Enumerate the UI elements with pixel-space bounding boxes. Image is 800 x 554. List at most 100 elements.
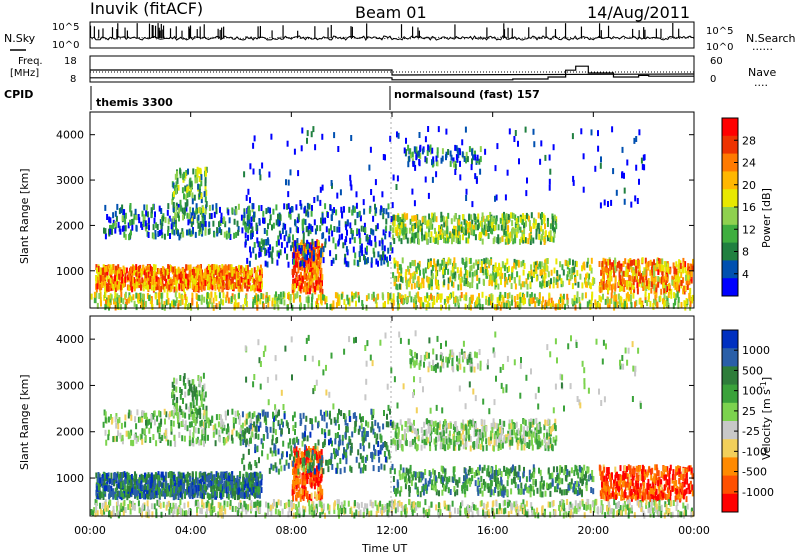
echo-cell xyxy=(426,301,429,308)
echo-cell xyxy=(206,298,208,305)
echo-cell xyxy=(237,285,240,292)
echo-cell xyxy=(464,269,467,276)
echo-cell xyxy=(481,304,484,311)
echo-cell xyxy=(131,271,134,277)
echo-cell xyxy=(277,219,280,226)
echo-cell xyxy=(217,273,220,280)
echo-cell xyxy=(685,278,688,285)
echo-cell xyxy=(615,189,618,196)
echo-cell xyxy=(636,282,639,289)
echo-cell xyxy=(666,275,669,282)
echo-cell xyxy=(342,206,345,213)
echo-cell xyxy=(200,264,202,271)
echo-cell xyxy=(484,218,486,225)
echo-cell xyxy=(352,293,355,299)
echo-cell xyxy=(538,261,541,268)
echo-cell xyxy=(222,471,225,478)
echo-cell xyxy=(116,302,119,309)
echo-cell xyxy=(411,151,414,158)
echo-cell xyxy=(644,291,647,298)
echo-cell xyxy=(373,251,376,258)
echo-cell xyxy=(294,220,297,227)
echo-cell xyxy=(417,291,420,298)
echo-cell xyxy=(122,487,125,494)
echo-cell xyxy=(506,267,509,273)
echo-cell xyxy=(680,302,683,308)
echo-cell xyxy=(635,136,638,142)
echo-cell xyxy=(338,294,341,301)
echo-cell xyxy=(470,214,473,221)
echo-cell xyxy=(231,270,234,277)
echo-cell xyxy=(291,283,294,290)
echo-cell xyxy=(409,237,412,244)
echo-cell xyxy=(622,303,625,310)
echo-cell xyxy=(560,281,563,288)
echo-cell xyxy=(131,224,134,231)
echo-cell xyxy=(468,213,471,220)
echo-cell xyxy=(199,221,202,228)
echo-cell xyxy=(115,215,118,222)
echo-cell xyxy=(131,219,134,225)
echo-cell xyxy=(319,225,322,232)
echo-cell xyxy=(188,217,191,224)
echo-cell xyxy=(397,275,400,282)
echo-cell xyxy=(159,278,162,285)
echo-cell xyxy=(331,208,334,215)
echo-cell xyxy=(152,280,155,287)
echo-cell xyxy=(102,264,105,271)
echo-cell xyxy=(251,203,254,209)
echo-cell xyxy=(412,160,415,167)
echo-cell xyxy=(197,282,200,288)
echo-cell xyxy=(252,142,255,149)
echo-cell xyxy=(201,493,204,500)
echo-cell xyxy=(490,299,493,306)
echo-cell xyxy=(544,259,547,266)
echo-cell xyxy=(399,217,402,223)
echo-cell xyxy=(132,277,135,284)
echo-cell xyxy=(398,271,401,278)
echo-cell xyxy=(361,303,364,310)
echo-cell xyxy=(493,265,496,272)
echo-cell xyxy=(524,214,527,221)
echo-cell xyxy=(315,280,318,287)
echo-cell xyxy=(463,218,466,225)
echo-cell xyxy=(312,126,315,133)
echo-cell xyxy=(337,240,340,247)
echo-cell xyxy=(287,179,290,186)
echo-cell xyxy=(629,294,632,301)
echo-cell xyxy=(439,229,442,236)
echo-cell xyxy=(450,270,453,277)
echo-cell xyxy=(234,299,237,306)
echo-cell xyxy=(426,276,429,283)
echo-cell xyxy=(504,223,507,230)
echo-cell xyxy=(533,217,536,224)
echo-cell xyxy=(262,240,265,246)
station-title: Inuvik (fitACF) xyxy=(90,0,203,18)
echo-cell xyxy=(208,481,211,488)
echo-cell xyxy=(254,481,257,487)
echo-cell xyxy=(659,258,662,265)
echo-cell xyxy=(306,239,309,246)
echo-cell xyxy=(486,258,489,265)
echo-cell xyxy=(647,278,650,284)
echo-cell xyxy=(548,154,551,161)
echo-cell xyxy=(241,486,244,493)
echo-cell xyxy=(426,292,429,299)
echo-cell xyxy=(320,217,322,224)
echo-cell xyxy=(389,293,392,300)
echo-cell xyxy=(459,270,462,277)
echo-cell xyxy=(363,254,365,261)
power-ylabel: Slant Range [km] xyxy=(18,168,31,264)
echo-cell xyxy=(191,192,194,199)
echo-cell xyxy=(375,258,378,265)
echo-cell xyxy=(508,236,511,243)
echo-cell xyxy=(546,221,549,227)
echo-cell xyxy=(453,229,456,236)
echo-cell xyxy=(271,246,274,253)
echo-cell xyxy=(372,291,375,298)
echo-cell xyxy=(125,299,128,305)
echo-cell xyxy=(374,241,377,248)
echo-cell xyxy=(525,190,528,197)
echo-cell xyxy=(161,274,164,281)
echo-cell xyxy=(167,272,170,279)
